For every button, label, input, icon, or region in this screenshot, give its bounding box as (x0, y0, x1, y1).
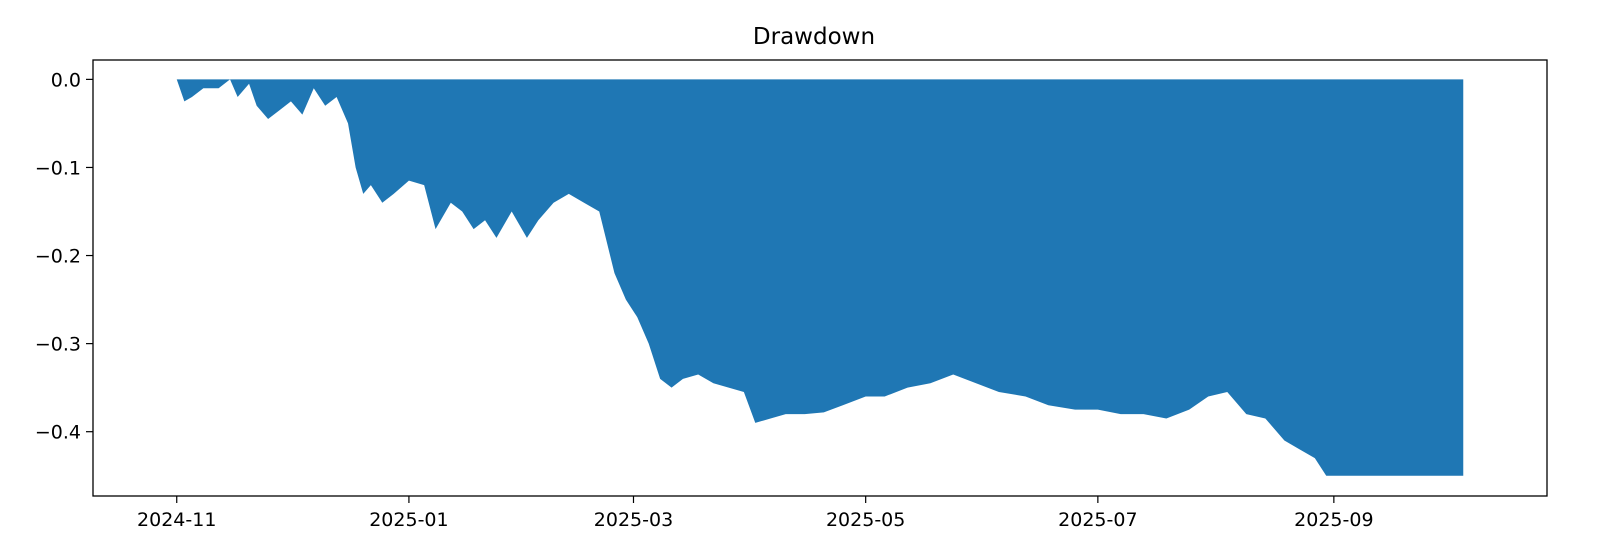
drawdown-area-series-0 (176, 79, 1464, 476)
x-tick-label: 2025-05 (826, 509, 905, 531)
y-tick-label: −0.2 (35, 246, 81, 268)
x-axis: 2024-11 2025-01 2025-03 2025-05 2025-07 2025-… (137, 496, 1374, 531)
x-tick-label: 2025-07 (1058, 509, 1137, 531)
plot-frame (92, 59, 1548, 497)
x-tick-label: 2025-09 (1294, 509, 1373, 531)
y-tick-label: 0.0 (51, 69, 81, 91)
y-tick-label: −0.3 (35, 334, 81, 356)
x-tick-label: 2025-03 (594, 509, 673, 531)
chart-title: Drawdown (753, 24, 875, 50)
y-tick-label: −0.1 (35, 157, 81, 179)
y-axis: 0.0 −0.1 −0.2 −0.3 −0.4 (35, 69, 93, 444)
x-tick-label: 2025-01 (369, 509, 448, 531)
area-layer (176, 79, 1464, 476)
x-tick-label: 2024-11 (137, 509, 216, 531)
y-tick-label: −0.4 (35, 422, 81, 444)
